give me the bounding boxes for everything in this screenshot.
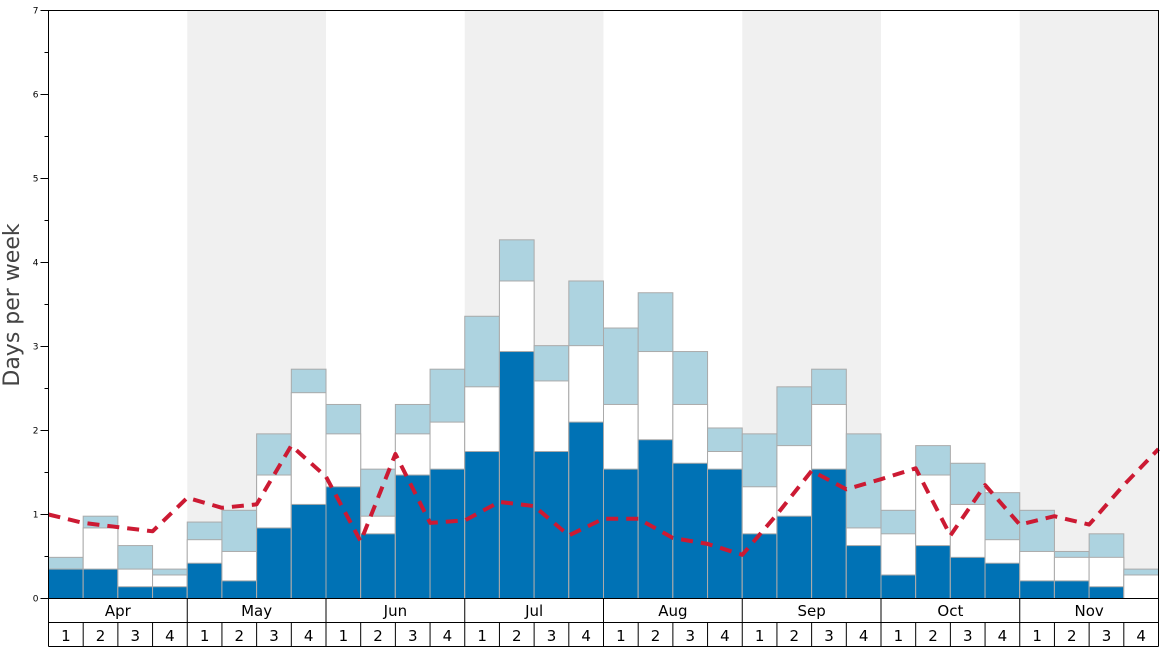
week-label: 1 (894, 627, 904, 645)
bar-1-22 (776, 515, 813, 599)
month-label-aug: Aug (658, 602, 687, 620)
bar-2-32 (1123, 574, 1159, 599)
bar-1-29 (1019, 580, 1055, 599)
month-label-may: May (241, 602, 272, 620)
week-label: 3 (824, 627, 834, 645)
week-label: 1 (1032, 627, 1042, 645)
y-tick-label: 3 (33, 343, 39, 353)
week-label: 3 (1102, 627, 1112, 645)
bar-1-19 (672, 462, 709, 600)
week-label: 2 (373, 627, 383, 645)
bar-1-30 (1053, 580, 1090, 599)
week-label: 2 (235, 627, 245, 645)
week-label: 4 (859, 627, 869, 645)
bar-1-16 (568, 421, 604, 599)
bar-1-18 (637, 439, 674, 599)
week-label: 1 (339, 627, 349, 645)
week-label: 2 (790, 627, 800, 645)
bar-1-4 (152, 586, 188, 599)
bars (48, 239, 1159, 600)
bar-1-6 (221, 580, 258, 599)
week-label: 4 (443, 627, 453, 645)
week-label: 1 (477, 627, 487, 645)
week-label: 4 (998, 627, 1008, 645)
month-label-apr: Apr (105, 602, 132, 620)
bar-1-2 (82, 568, 119, 599)
week-label: 2 (928, 627, 938, 645)
week-label: 2 (1067, 627, 1077, 645)
bar-1-23 (811, 468, 847, 600)
bar-1-14 (498, 351, 535, 600)
week-label: 3 (408, 627, 418, 645)
week-label: 3 (963, 627, 973, 645)
bar-1-5 (186, 562, 223, 599)
y-tick-label: 1 (33, 511, 39, 521)
bar-1-9 (325, 486, 362, 599)
y-tick-label: 2 (33, 427, 39, 437)
bar-1-13 (464, 451, 500, 599)
y-tick-label: 5 (33, 175, 39, 185)
bar-1-11 (394, 474, 431, 599)
week-label: 3 (685, 627, 695, 645)
week-label: 2 (651, 627, 661, 645)
week-label: 2 (96, 627, 106, 645)
week-label: 4 (165, 627, 175, 645)
bar-1-1 (48, 568, 84, 599)
week-label: 3 (269, 627, 279, 645)
bar-1-31 (1088, 586, 1125, 599)
trend-line-group (48, 443, 1160, 557)
week-label: 4 (581, 627, 591, 645)
bar-1-8 (290, 503, 327, 600)
month-label-jun: Jun (383, 602, 407, 620)
y-tick-label: 0 (33, 595, 39, 605)
bar-1-15 (533, 451, 570, 599)
bar-1-17 (603, 468, 639, 600)
y-tick-label: 4 (33, 259, 39, 269)
bar-1-3 (117, 586, 154, 599)
month-label-sep: Sep (797, 602, 825, 620)
bar-1-7 (256, 527, 292, 599)
x-axis: Apr May Jun Jul Aug Sep Oct Nov 1 2 3 4 1 2 3 4 1 2 3 4 1 2 3 4… (48, 598, 1159, 647)
y-axis: 0 1 2 3 4 5 6 7 (33, 7, 49, 605)
month-label-oct: Oct (937, 602, 963, 620)
week-label: 4 (304, 627, 314, 645)
y-tick-label: 6 (33, 91, 39, 101)
week-label: 1 (616, 627, 626, 645)
week-label: 3 (130, 627, 140, 645)
bar-1-10 (360, 533, 396, 600)
week-label: 1 (61, 627, 71, 645)
y-tick-label: 7 (33, 7, 39, 17)
bar-1-12 (429, 468, 466, 600)
week-label: 1 (200, 627, 210, 645)
bar-1-27 (949, 556, 986, 600)
bar-1-25 (880, 574, 917, 599)
month-label-nov: Nov (1074, 602, 1103, 620)
month-label-jul: Jul (524, 602, 543, 620)
month-band-nov (1019, 10, 1159, 599)
y-axis-label: Days per week (0, 223, 25, 386)
week-label: 3 (547, 627, 557, 645)
bar-1-26 (915, 545, 951, 600)
bar-1-24 (845, 545, 882, 600)
bar-1-20 (707, 468, 743, 600)
bar-1-28 (984, 562, 1021, 599)
week-label: 4 (720, 627, 730, 645)
week-label: 4 (1136, 627, 1146, 645)
week-label: 1 (755, 627, 765, 645)
trend-line (48, 443, 1160, 557)
week-label: 2 (512, 627, 522, 645)
bar-1-21 (741, 533, 778, 600)
